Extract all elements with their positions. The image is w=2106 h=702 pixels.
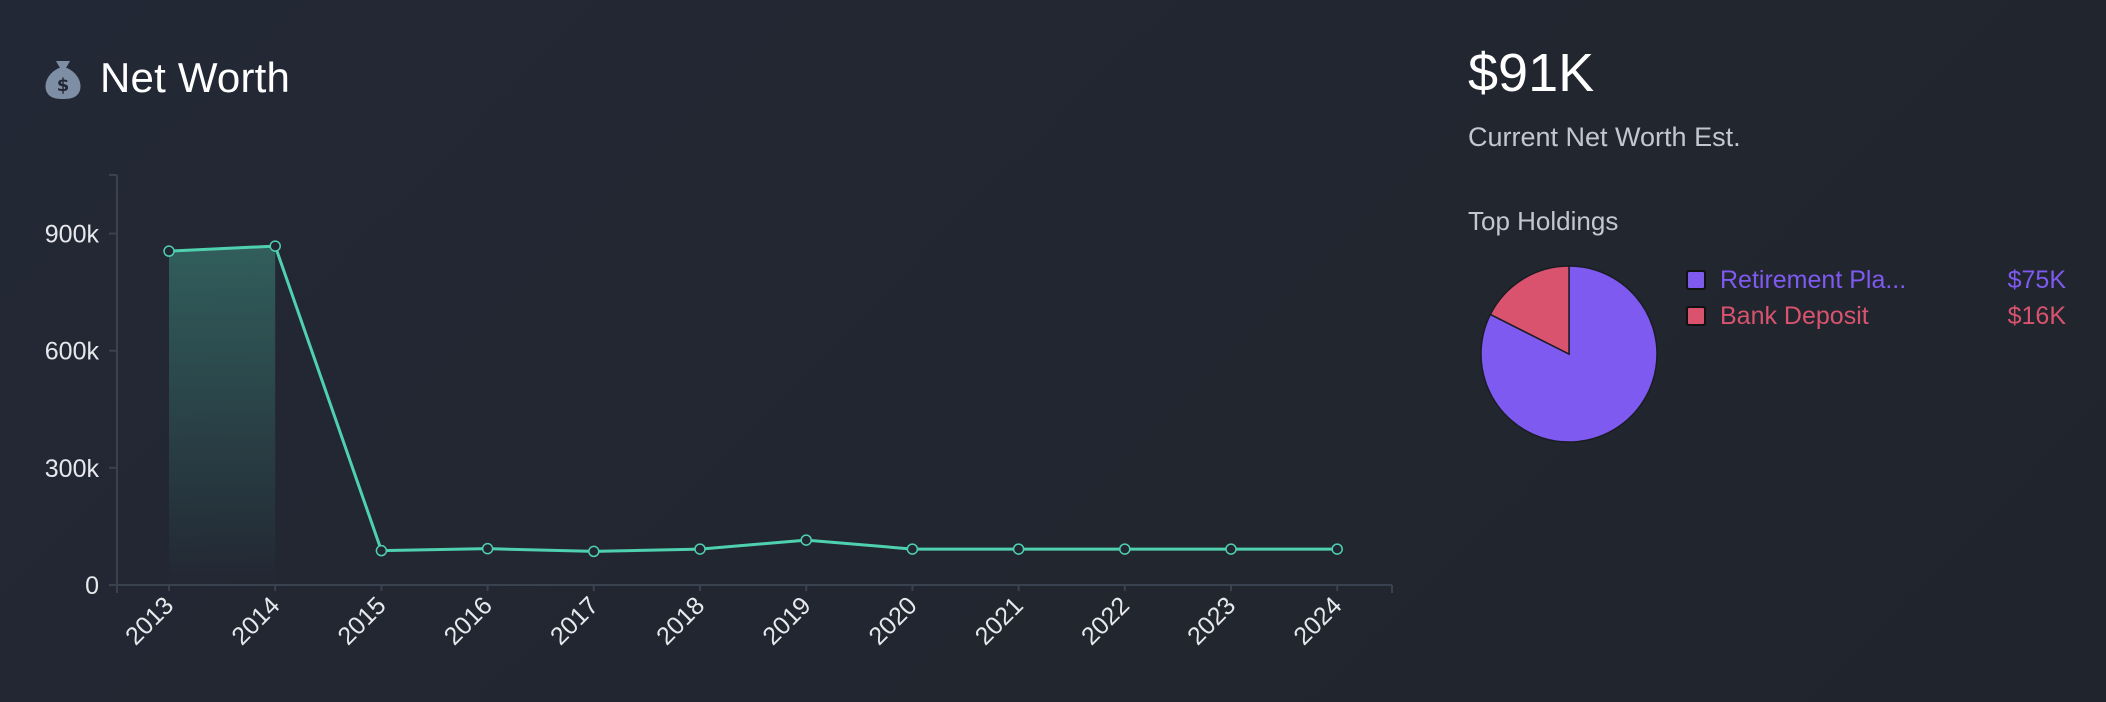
legend-swatch-bank-deposit [1686,306,1706,326]
x-tick-label: 2013 [120,591,179,650]
net-worth-label: Current Net Worth Est. [1468,122,1741,152]
net-worth-chart: 0 300k 600k 900k 2013 2014 2015 2016 2017 2018 20… [0,150,1420,670]
page-title: Net Worth [100,54,291,101]
data-point-2022 [1119,543,1131,555]
series-line [168,244,1338,553]
data-point-2021 [1012,543,1025,555]
summary-panel: $91K Current Net Worth Est. Top Holdings… [1468,43,2068,443]
x-tick-label: 2020 [864,591,923,650]
x-tick-label: 2024 [1288,591,1347,650]
x-tick-label: 2015 [333,591,392,650]
pie-slice-1 [1489,265,1570,356]
x-tick-label: 2016 [439,591,498,650]
data-point-2018 [694,543,706,555]
legend-item-bank-deposit[interactable]: Bank Deposit $16K [1686,298,2066,334]
net-worth-chart-svg: 0 300k 600k 900k 2013 2014 2015 2016 2017 2018 20… [45,174,1393,651]
x-tick-label: 2019 [757,591,816,650]
holdings-title: Top Holdings [1468,206,1619,236]
x-tick-label: 2021 [970,591,1029,650]
y-tick-label: 900k [45,221,100,249]
y-tick-label: 0 [85,572,99,600]
x-tick-label: 2023 [1182,591,1241,650]
data-point-2016 [481,542,494,555]
data-point-2017 [588,545,600,558]
holdings-pie [1468,254,1658,444]
data-point-2023 [1225,543,1237,555]
legend-value: $75K [2007,265,2066,294]
x-tick-label: 2014 [226,591,285,650]
x-tick-label: 2022 [1076,591,1135,650]
legend-label: Retirement Pla... [1720,265,1907,294]
net-worth-value: $91K [1468,43,1595,103]
legend-label: Bank Deposit [1720,301,1869,330]
data-point-2020 [906,543,919,555]
legend-swatch-retirement [1686,270,1706,290]
data-point-2024 [1331,543,1343,555]
data-point-2013 [163,245,175,257]
card-header: $ Net Worth [40,54,290,102]
legend-item-retirement[interactable]: Retirement Pla... $75K [1686,262,2066,298]
y-tick-label: 600k [45,338,100,366]
data-point-2014 [269,240,281,252]
svg-text:$: $ [57,75,70,96]
data-point-2019 [800,534,812,546]
x-tick-label: 2017 [545,591,604,650]
data-point-2015 [375,544,388,557]
legend-value: $16K [2007,301,2066,330]
x-tick-label: 2018 [651,591,710,650]
y-tick-label: 300k [45,455,100,483]
money-bag-icon: $ [40,55,86,101]
area-fill [169,246,276,586]
holdings-legend: Retirement Pla... $75K Bank Deposit $16K [1686,262,2066,334]
